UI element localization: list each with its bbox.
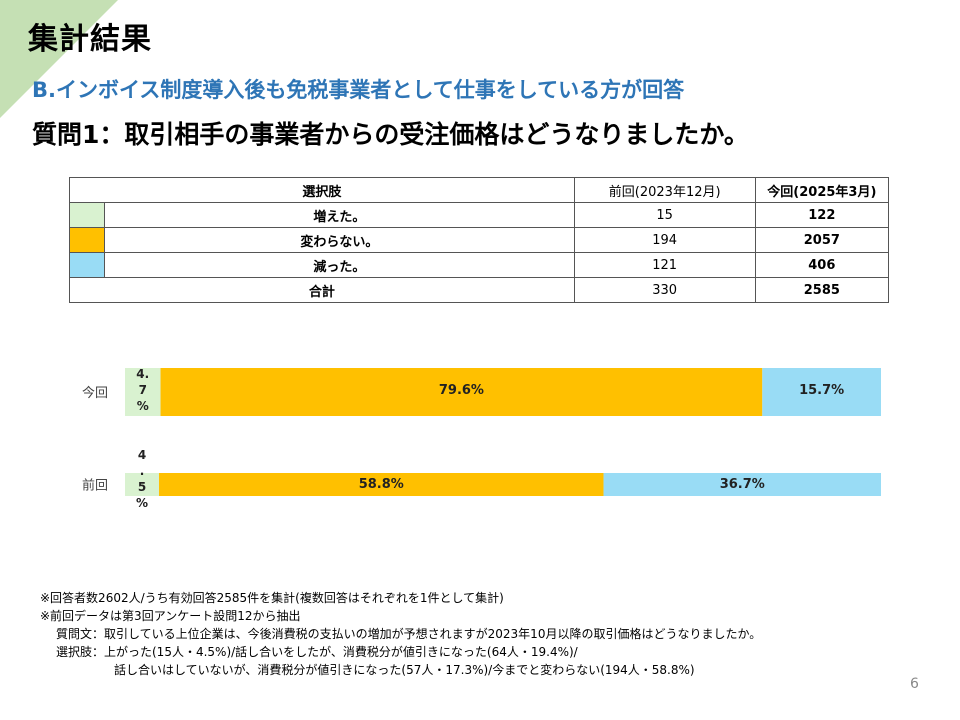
bar-segment [160,368,763,416]
current-count: 406 [754,252,890,278]
current-count: 2057 [754,227,890,253]
question-heading: 質問1：取引相手の事業者からの受注価格はどうなりましたか。 [32,120,749,149]
bar-segment [125,368,161,416]
bar-segment [762,368,881,416]
table-row: 増えた。 15 122 [69,202,890,228]
header-current: 今回(2025年3月) [754,177,890,203]
previous-count: 194 [573,227,756,253]
table-total-row: 合計 330 2585 [69,277,890,303]
data-label: 58.8% [359,477,404,492]
color-swatch [69,227,105,253]
table-header-row: 選択肢 前回(2023年12月) 今回(2025年3月) [69,177,890,203]
results-table: 選択肢 前回(2023年12月) 今回(2025年3月) 増えた。 15 122… [69,177,890,303]
data-label: 4. 5% [136,448,148,510]
bar-segment [603,473,881,496]
previous-count: 15 [573,202,756,228]
header-previous: 前回(2023年12月) [573,177,756,203]
previous-count: 121 [573,252,756,278]
data-label: 15.7% [799,383,844,398]
page-title: 集計結果 [28,22,152,57]
category-label: 今回 [82,385,108,401]
stacked-bar-chart: 今回 4. 7 % 79.6% 15.7% 前回 4. 5 % 58.8% 36.7% [82,367,881,510]
table-row: 変わらない。 194 2057 [69,227,890,253]
bar-segment [159,473,604,496]
header-choice: 選択肢 [69,177,575,203]
color-swatch [69,202,105,228]
data-label: 79.6% [439,383,484,398]
subtitle: B.インボイス制度導入後も免税事業者として仕事をしている方が回答 [32,78,685,102]
category-label: 前回 [82,478,108,494]
bar-segment [125,473,160,496]
corner-decoration [0,0,118,118]
data-label: 36.7% [720,477,765,492]
current-count: 122 [754,202,890,228]
footnote-1: ※回答者数2602人/うち有効回答2585件を集計(複数回答はそれぞれを1件とし… [40,591,504,605]
current-total: 2585 [754,277,890,303]
choice-label: 増えた。 [104,202,575,228]
footnote-choices-continued: 話し合いはしていないが、消費税分が値引きになった(57人・17.3%)/今までと… [114,663,695,677]
choice-label: 減った。 [104,252,575,278]
previous-total: 330 [573,277,756,303]
page-number: 6 [910,676,919,692]
table-row: 減った。 121 406 [69,252,890,278]
color-swatch [69,252,105,278]
data-label: 4. 7% [136,367,149,413]
footnote-choices: 選択肢：上がった(15人・4.5%)/話し合いをしたが、消費税分が値引きになった… [56,645,578,659]
choice-label: 変わらない。 [104,227,575,253]
footnote-2: ※前回データは第3回アンケート設問12から抽出 [40,609,301,623]
total-label: 合計 [69,277,575,303]
footnotes: ※回答者数2602人/うち有効回答2585件を集計(複数回答はそれぞれを1件とし… [40,589,761,679]
footnote-question-text: 質問文：取引している上位企業は、今後消費税の支払いの増加が予想されますが2023… [56,627,762,641]
